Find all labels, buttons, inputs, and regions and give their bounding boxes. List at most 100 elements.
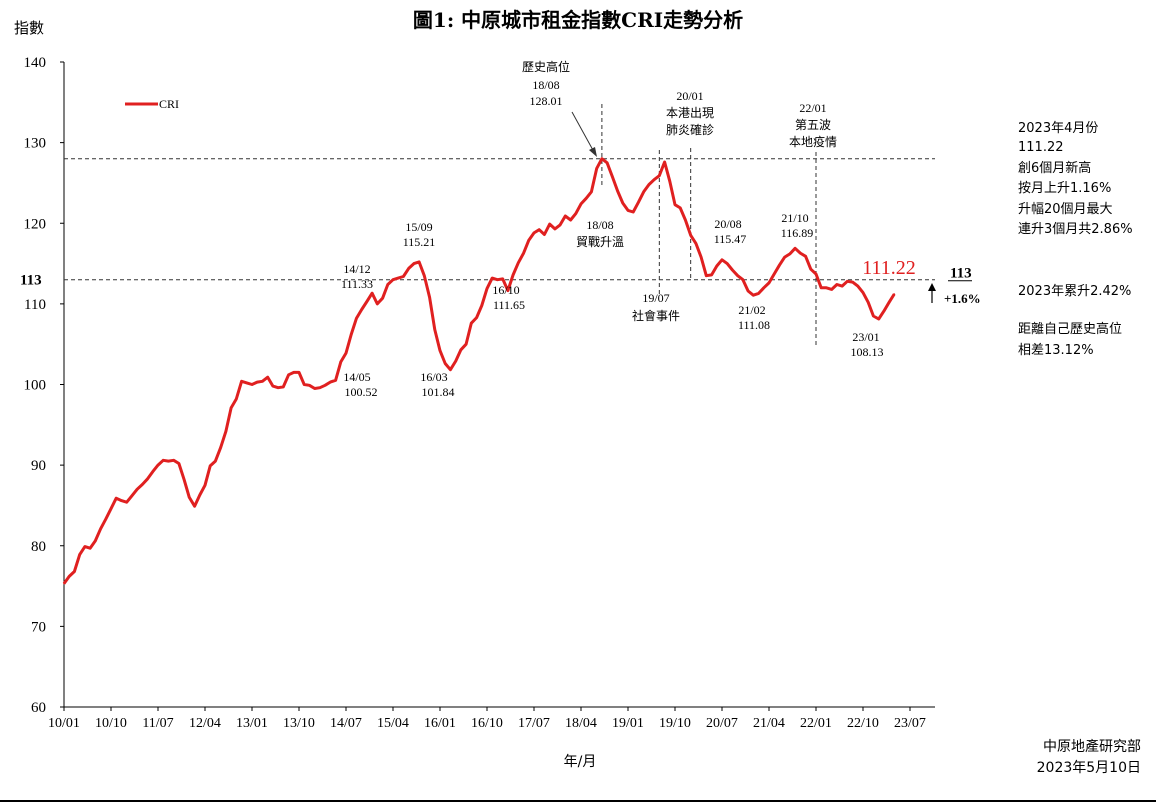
social-date: 19/07: [642, 291, 669, 305]
ann-value-2110: 116.89: [781, 226, 814, 240]
y-tick-label: 70: [31, 619, 46, 635]
cri-data-point: [783, 256, 786, 258]
cri-data-point: [313, 387, 316, 390]
cri-data-point: [595, 167, 598, 170]
y-axis-title: 指數: [14, 19, 44, 37]
change-label: +1.6%: [944, 291, 981, 306]
cri-data-point: [867, 301, 869, 304]
y-tick-label: 60: [31, 700, 46, 716]
cri-data-point: [606, 162, 608, 164]
cri-data-point: [355, 317, 358, 320]
cri-data-point: [820, 287, 822, 289]
cri-data-point: [298, 371, 300, 374]
cri-data-point: [188, 496, 191, 499]
cri-data-point: [230, 407, 232, 409]
cri-points: [63, 157, 896, 585]
cri-data-point: [366, 300, 368, 303]
source-org: 中原地產研究部: [1043, 738, 1141, 755]
cri-data-point: [308, 384, 311, 387]
cri-data-point: [763, 287, 765, 289]
cri-data-point: [162, 459, 164, 462]
ann-date-2008: 20/08: [714, 217, 741, 231]
latest-value-label: 111.22: [862, 257, 916, 279]
x-tick-label: 23/07: [894, 716, 926, 731]
cri-data-point: [470, 322, 473, 325]
x-tick-label: 14/07: [330, 716, 362, 731]
ann-value-1610: 111.65: [493, 298, 525, 312]
note-1-line-1: 2023年4月份: [1018, 121, 1098, 136]
y-tick-label: 110: [24, 297, 46, 313]
note-3-line-2: 相差13.12%: [1018, 343, 1094, 358]
covid-label-2: 肺炎確診: [666, 122, 714, 137]
cri-data-point: [569, 219, 572, 221]
cri-data-point: [246, 382, 248, 384]
y-tick-label: 120: [24, 216, 47, 232]
cri-data-point: [653, 178, 655, 181]
cri-data-point: [872, 315, 875, 317]
notes: 2023年4月份 111.22 創6個月新高 按月上升1.16% 升幅20個月最…: [1018, 121, 1133, 358]
cri-data-point: [877, 318, 880, 320]
cri-data-point: [846, 280, 849, 283]
cri-data-point: [501, 278, 504, 280]
cri-data-point: [658, 174, 661, 177]
cri-data-point: [883, 310, 885, 312]
note-1-line-2: 111.22: [1018, 140, 1064, 155]
cri-data-point: [225, 430, 227, 433]
cri-data-point: [475, 316, 478, 319]
cri-data-point: [329, 381, 332, 383]
cri-data-point: [204, 484, 206, 487]
cri-data-point: [627, 209, 629, 212]
cri-data-point: [261, 380, 264, 383]
ann-date-1405: 14/05: [343, 370, 370, 384]
cri-data-point: [689, 234, 692, 237]
x-tick-label: 13/10: [283, 716, 315, 731]
cri-data-point: [757, 292, 760, 295]
cri-data-point: [836, 283, 838, 286]
cri-data-point: [857, 285, 859, 287]
cri-data-point: [172, 459, 175, 462]
cri-data-point: [830, 288, 833, 291]
peak-arrow: [571, 111, 595, 153]
cri-data-point: [131, 495, 133, 497]
trade-war-label: 貿戰升溫: [576, 235, 624, 249]
cri-data-point: [287, 374, 290, 376]
x-tick-label: 15/04: [377, 716, 409, 731]
cri-data-point: [522, 252, 525, 254]
cri-data-point: [742, 278, 744, 281]
cri-data-point: [340, 361, 342, 363]
cri-data-point: [413, 262, 415, 265]
cri-data-point: [585, 197, 587, 200]
ann-date-1610: 16/10: [492, 283, 519, 297]
legend-label: CRI: [159, 97, 179, 111]
cri-data-point: [700, 256, 702, 258]
cri-data-point: [99, 528, 102, 530]
y-tick-label: 90: [31, 458, 46, 474]
cri-data-point: [110, 507, 112, 510]
x-axis-title: 年/月: [564, 754, 597, 770]
cri-data-point: [84, 545, 86, 548]
cri-data-point: [418, 261, 420, 263]
cri-data-point: [423, 274, 426, 277]
chart-title: 圖1: 中原城市租金指數CRI走勢分析: [413, 8, 743, 32]
cri-series-line: [62, 157, 896, 585]
x-tick-label: 22/10: [847, 716, 879, 731]
cri-data-point: [669, 180, 671, 183]
event-annotations: 歷史高位 18/08 128.01 18/08 貿戰升溫 19/07 社會事件 …: [522, 59, 837, 323]
cri-data-point: [674, 203, 676, 206]
cri-data-point: [157, 464, 159, 466]
cri-data-point: [554, 228, 556, 230]
ann-value-1603: 101.84: [422, 385, 455, 399]
ann-date-1603: 16/03: [420, 370, 447, 384]
cri-data-point: [465, 343, 467, 346]
ann-date-1509: 15/09: [405, 220, 432, 234]
cri-data-point: [136, 488, 138, 491]
cri-data-point: [293, 371, 295, 374]
ann-date-2102: 21/02: [738, 303, 765, 317]
cri-data-point: [251, 383, 253, 386]
y-tick-label: 100: [24, 378, 47, 394]
cri-data-point: [397, 277, 400, 279]
cri-data-point: [387, 283, 389, 286]
cri-data-point: [454, 360, 457, 362]
cri-data-point: [768, 282, 770, 284]
